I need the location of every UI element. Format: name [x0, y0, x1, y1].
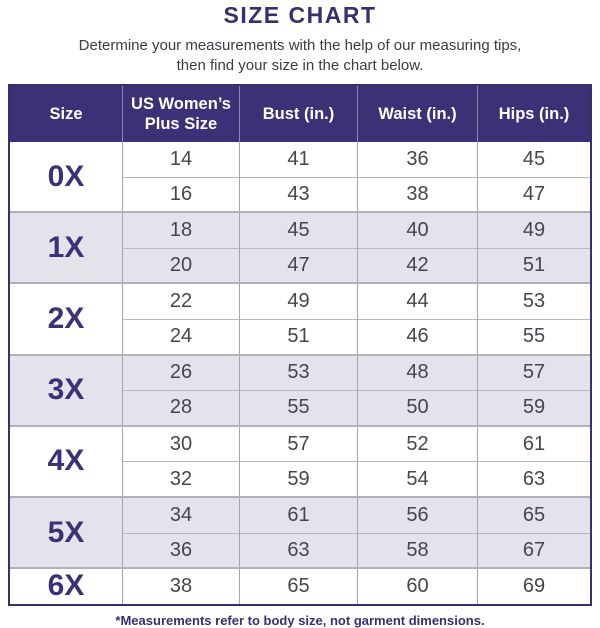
size-group-6x: 6X 38 65 60 69	[10, 567, 590, 604]
table-cell: 58	[357, 532, 477, 568]
table-cell: 30	[122, 426, 239, 462]
table-cell: 61	[477, 426, 590, 462]
size-group-3x: 3X 26 53 48 57 28 55 50 59	[10, 353, 590, 425]
table-cell: 45	[477, 142, 590, 177]
size-label: 4X	[47, 444, 85, 478]
table-cell: 52	[357, 426, 477, 462]
table-cell: 55	[239, 390, 357, 425]
table-cell: 67	[477, 532, 590, 568]
header-bust: Bust (in.)	[239, 86, 357, 142]
table-cell: 53	[477, 284, 590, 319]
table-cell: 63	[239, 532, 357, 568]
table-cell: 20	[122, 247, 239, 283]
size-label: 1X	[47, 230, 85, 264]
table-cell: 34	[122, 497, 239, 533]
table-cell: 65	[239, 569, 357, 604]
table-cell: 45	[239, 213, 357, 248]
table-cell: 22	[122, 284, 239, 319]
table-cell: 55	[477, 318, 590, 354]
size-group-2x: 2X 22 49 44 53 24 51 46 55	[10, 282, 590, 354]
size-label: 0X	[47, 159, 85, 193]
size-label: 2X	[47, 301, 85, 335]
table-cell: 51	[477, 247, 590, 283]
table-cell: 51	[239, 318, 357, 354]
size-label: 6X	[47, 569, 85, 603]
table-cell: 43	[239, 176, 357, 212]
table-cell: 61	[239, 497, 357, 533]
table-cell: 50	[357, 390, 477, 425]
size-group-1x: 1X 18 45 40 49 20 47 42 51	[10, 211, 590, 283]
table-cell: 46	[357, 318, 477, 354]
table-cell: 32	[122, 461, 239, 496]
table-cell: 14	[122, 142, 239, 177]
table-cell: 47	[477, 176, 590, 212]
table-cell: 16	[122, 176, 239, 212]
table-cell: 18	[122, 213, 239, 248]
size-group-4x: 4X 30 57 52 61 32 59 54 63	[10, 424, 590, 496]
size-chart-table: Size US Women’s Plus Size Bust (in.) Wai…	[8, 84, 592, 606]
table-cell: 65	[477, 497, 590, 533]
table-cell: 47	[239, 247, 357, 283]
size-group-5x: 5X 34 61 56 65 36 63 58 67	[10, 495, 590, 568]
size-label: 3X	[47, 373, 85, 407]
table-cell: 69	[477, 569, 590, 604]
table-cell: 60	[357, 569, 477, 604]
table-cell: 59	[239, 461, 357, 496]
table-cell: 36	[357, 142, 477, 177]
size-label: 5X	[47, 515, 85, 549]
table-cell: 38	[122, 569, 239, 604]
table-header-row: Size US Women’s Plus Size Bust (in.) Wai…	[10, 86, 590, 142]
table-cell: 36	[122, 532, 239, 568]
table-cell: 44	[357, 284, 477, 319]
table-cell: 56	[357, 497, 477, 533]
table-cell: 41	[239, 142, 357, 177]
subtitle: Determine your measurements with the hel…	[0, 36, 600, 76]
table-cell: 57	[239, 426, 357, 462]
table-cell: 63	[477, 461, 590, 496]
size-group-0x: 0X 14 41 36 45 16 43 38 47	[10, 142, 590, 212]
table-cell: 49	[477, 213, 590, 248]
table-cell: 48	[357, 355, 477, 391]
header-waist: Waist (in.)	[357, 86, 477, 142]
table-cell: 28	[122, 390, 239, 425]
table-cell: 38	[357, 176, 477, 212]
page-title: SIZE CHART	[223, 2, 377, 28]
header-us-womens-plus-size: US Women’s Plus Size	[122, 86, 239, 142]
table-cell: 57	[477, 355, 590, 391]
footnote: *Measurements refer to body size, not ga…	[115, 612, 485, 628]
table-cell: 49	[239, 284, 357, 319]
subtitle-line-1: Determine your measurements with the hel…	[78, 37, 522, 54]
table-cell: 26	[122, 355, 239, 391]
table-cell: 24	[122, 318, 239, 354]
table-cell: 42	[357, 247, 477, 283]
table-cell: 54	[357, 461, 477, 496]
header-hips: Hips (in.)	[477, 86, 590, 142]
table-cell: 59	[477, 390, 590, 425]
table-cell: 40	[357, 213, 477, 248]
subtitle-line-2: then find your size in the chart below.	[176, 57, 424, 74]
header-size: Size	[49, 105, 83, 123]
table-cell: 53	[239, 355, 357, 391]
